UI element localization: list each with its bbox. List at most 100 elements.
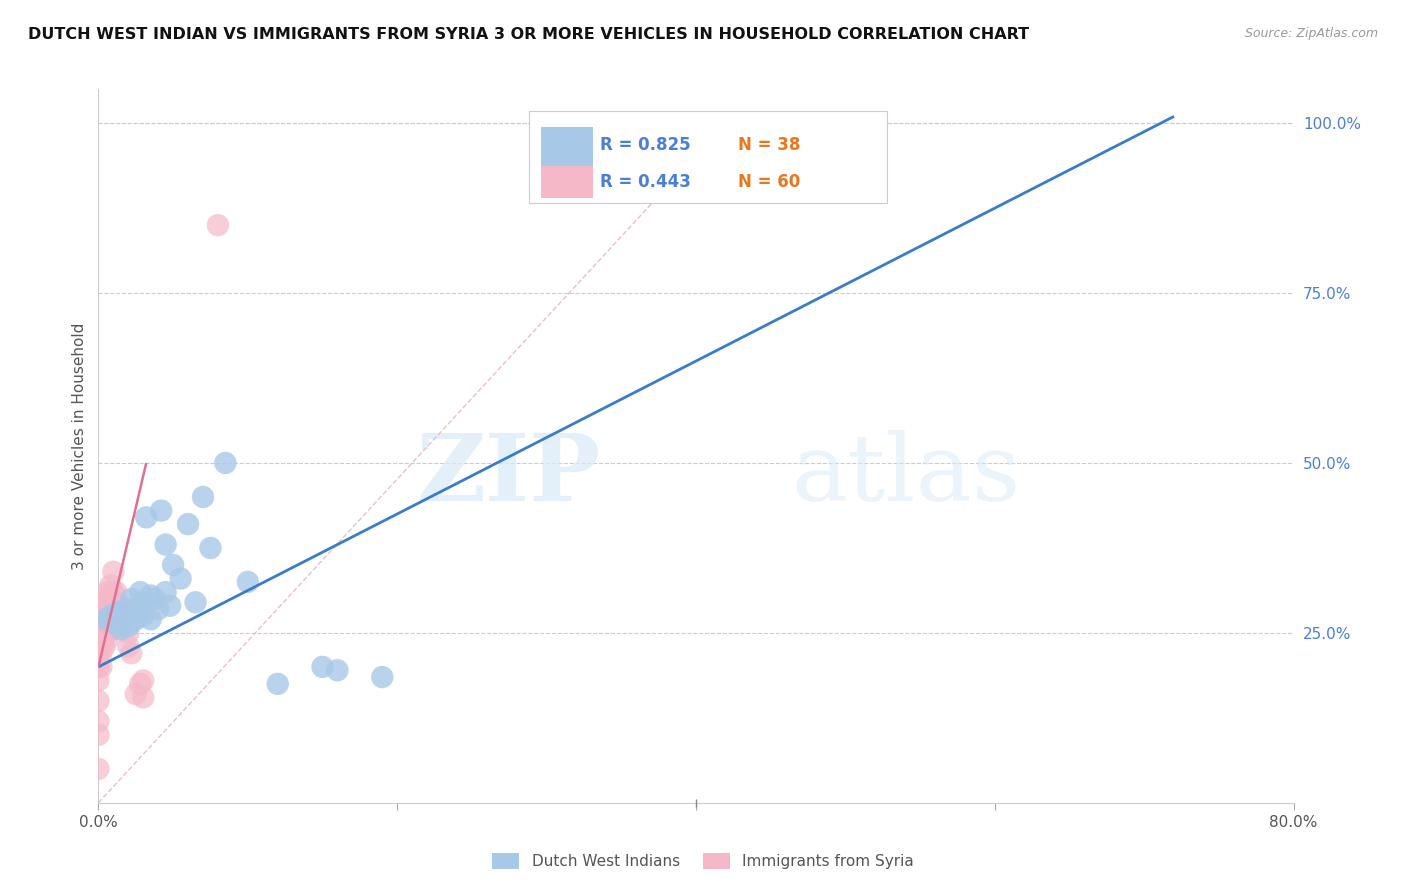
Point: [87, 602, 110, 616]
Point: [97, 608, 120, 623]
Point: [103, 623, 125, 637]
Point: [96, 585, 118, 599]
Point: [169, 572, 191, 586]
Point: [87, 632, 110, 647]
Point: [97, 591, 120, 606]
Point: [155, 537, 177, 551]
Point: [191, 490, 214, 504]
Text: ZIP: ZIP: [416, 430, 600, 519]
Text: N = 60: N = 60: [738, 173, 800, 191]
Point: [103, 565, 125, 579]
Point: [125, 687, 148, 701]
Point: [120, 646, 142, 660]
Point: [103, 606, 125, 620]
Point: [94, 619, 117, 633]
Point: [143, 591, 166, 606]
Point: [100, 599, 122, 613]
Text: DUTCH WEST INDIAN VS IMMIGRANTS FROM SYRIA 3 OR MORE VEHICLES IN HOUSEHOLD CORRE: DUTCH WEST INDIAN VS IMMIGRANTS FROM SYR…: [28, 27, 1029, 42]
Point: [87, 612, 110, 626]
Point: [87, 646, 110, 660]
Point: [371, 670, 394, 684]
Point: [87, 694, 110, 708]
Point: [101, 612, 124, 626]
Point: [97, 623, 120, 637]
Point: [100, 608, 122, 623]
Text: N = 38: N = 38: [738, 136, 800, 153]
Point: [87, 619, 110, 633]
Point: [93, 602, 115, 616]
Point: [155, 585, 177, 599]
Text: atlas: atlas: [792, 430, 1021, 519]
Point: [94, 612, 117, 626]
Point: [117, 612, 139, 626]
Point: [200, 541, 222, 555]
Point: [103, 615, 125, 630]
FancyBboxPatch shape: [540, 166, 593, 198]
Point: [132, 690, 155, 705]
Point: [90, 646, 112, 660]
Point: [87, 608, 110, 623]
Point: [159, 599, 181, 613]
Point: [132, 673, 155, 688]
Point: [105, 585, 128, 599]
Point: [87, 714, 110, 729]
Point: [110, 619, 132, 633]
Point: [120, 591, 142, 606]
Point: [129, 602, 152, 616]
Point: [94, 612, 117, 626]
Point: [311, 660, 333, 674]
Point: [105, 602, 128, 616]
Point: [326, 663, 349, 677]
Point: [132, 608, 155, 623]
Point: [129, 585, 152, 599]
Point: [184, 595, 207, 609]
Point: [91, 632, 114, 647]
Point: [117, 626, 139, 640]
Point: [214, 456, 236, 470]
Point: [93, 640, 115, 654]
Point: [87, 640, 110, 654]
Point: [207, 218, 229, 232]
Point: [96, 602, 118, 616]
Point: [125, 612, 148, 626]
Point: [236, 574, 259, 589]
Point: [132, 595, 155, 609]
Y-axis label: 3 or more Vehicles in Household: 3 or more Vehicles in Household: [72, 322, 87, 570]
Point: [87, 728, 110, 742]
FancyBboxPatch shape: [540, 127, 593, 166]
Point: [125, 602, 148, 616]
Point: [110, 606, 132, 620]
Point: [139, 612, 162, 626]
Point: [96, 632, 118, 647]
Point: [87, 762, 110, 776]
Text: R = 0.443: R = 0.443: [600, 173, 692, 191]
Point: [120, 615, 142, 630]
Point: [100, 619, 122, 633]
Point: [87, 623, 110, 637]
Point: [100, 578, 122, 592]
Text: R = 0.825: R = 0.825: [600, 136, 690, 153]
Point: [162, 558, 184, 572]
Point: [94, 599, 117, 613]
Point: [87, 606, 110, 620]
Point: [177, 517, 200, 532]
Point: [117, 640, 139, 654]
Point: [129, 677, 152, 691]
Point: [150, 503, 173, 517]
Point: [93, 591, 115, 606]
Point: [114, 602, 136, 616]
Point: [139, 589, 162, 603]
Point: [90, 626, 112, 640]
Point: [148, 602, 170, 616]
Legend: Dutch West Indians, Immigrants from Syria: Dutch West Indians, Immigrants from Syri…: [485, 847, 921, 875]
Point: [117, 619, 139, 633]
Point: [87, 660, 110, 674]
Point: [93, 619, 115, 633]
Point: [103, 585, 125, 599]
Point: [110, 623, 132, 637]
Point: [96, 612, 118, 626]
Point: [94, 626, 117, 640]
Point: [87, 615, 110, 630]
Text: Source: ZipAtlas.com: Source: ZipAtlas.com: [1244, 27, 1378, 40]
Point: [267, 677, 290, 691]
